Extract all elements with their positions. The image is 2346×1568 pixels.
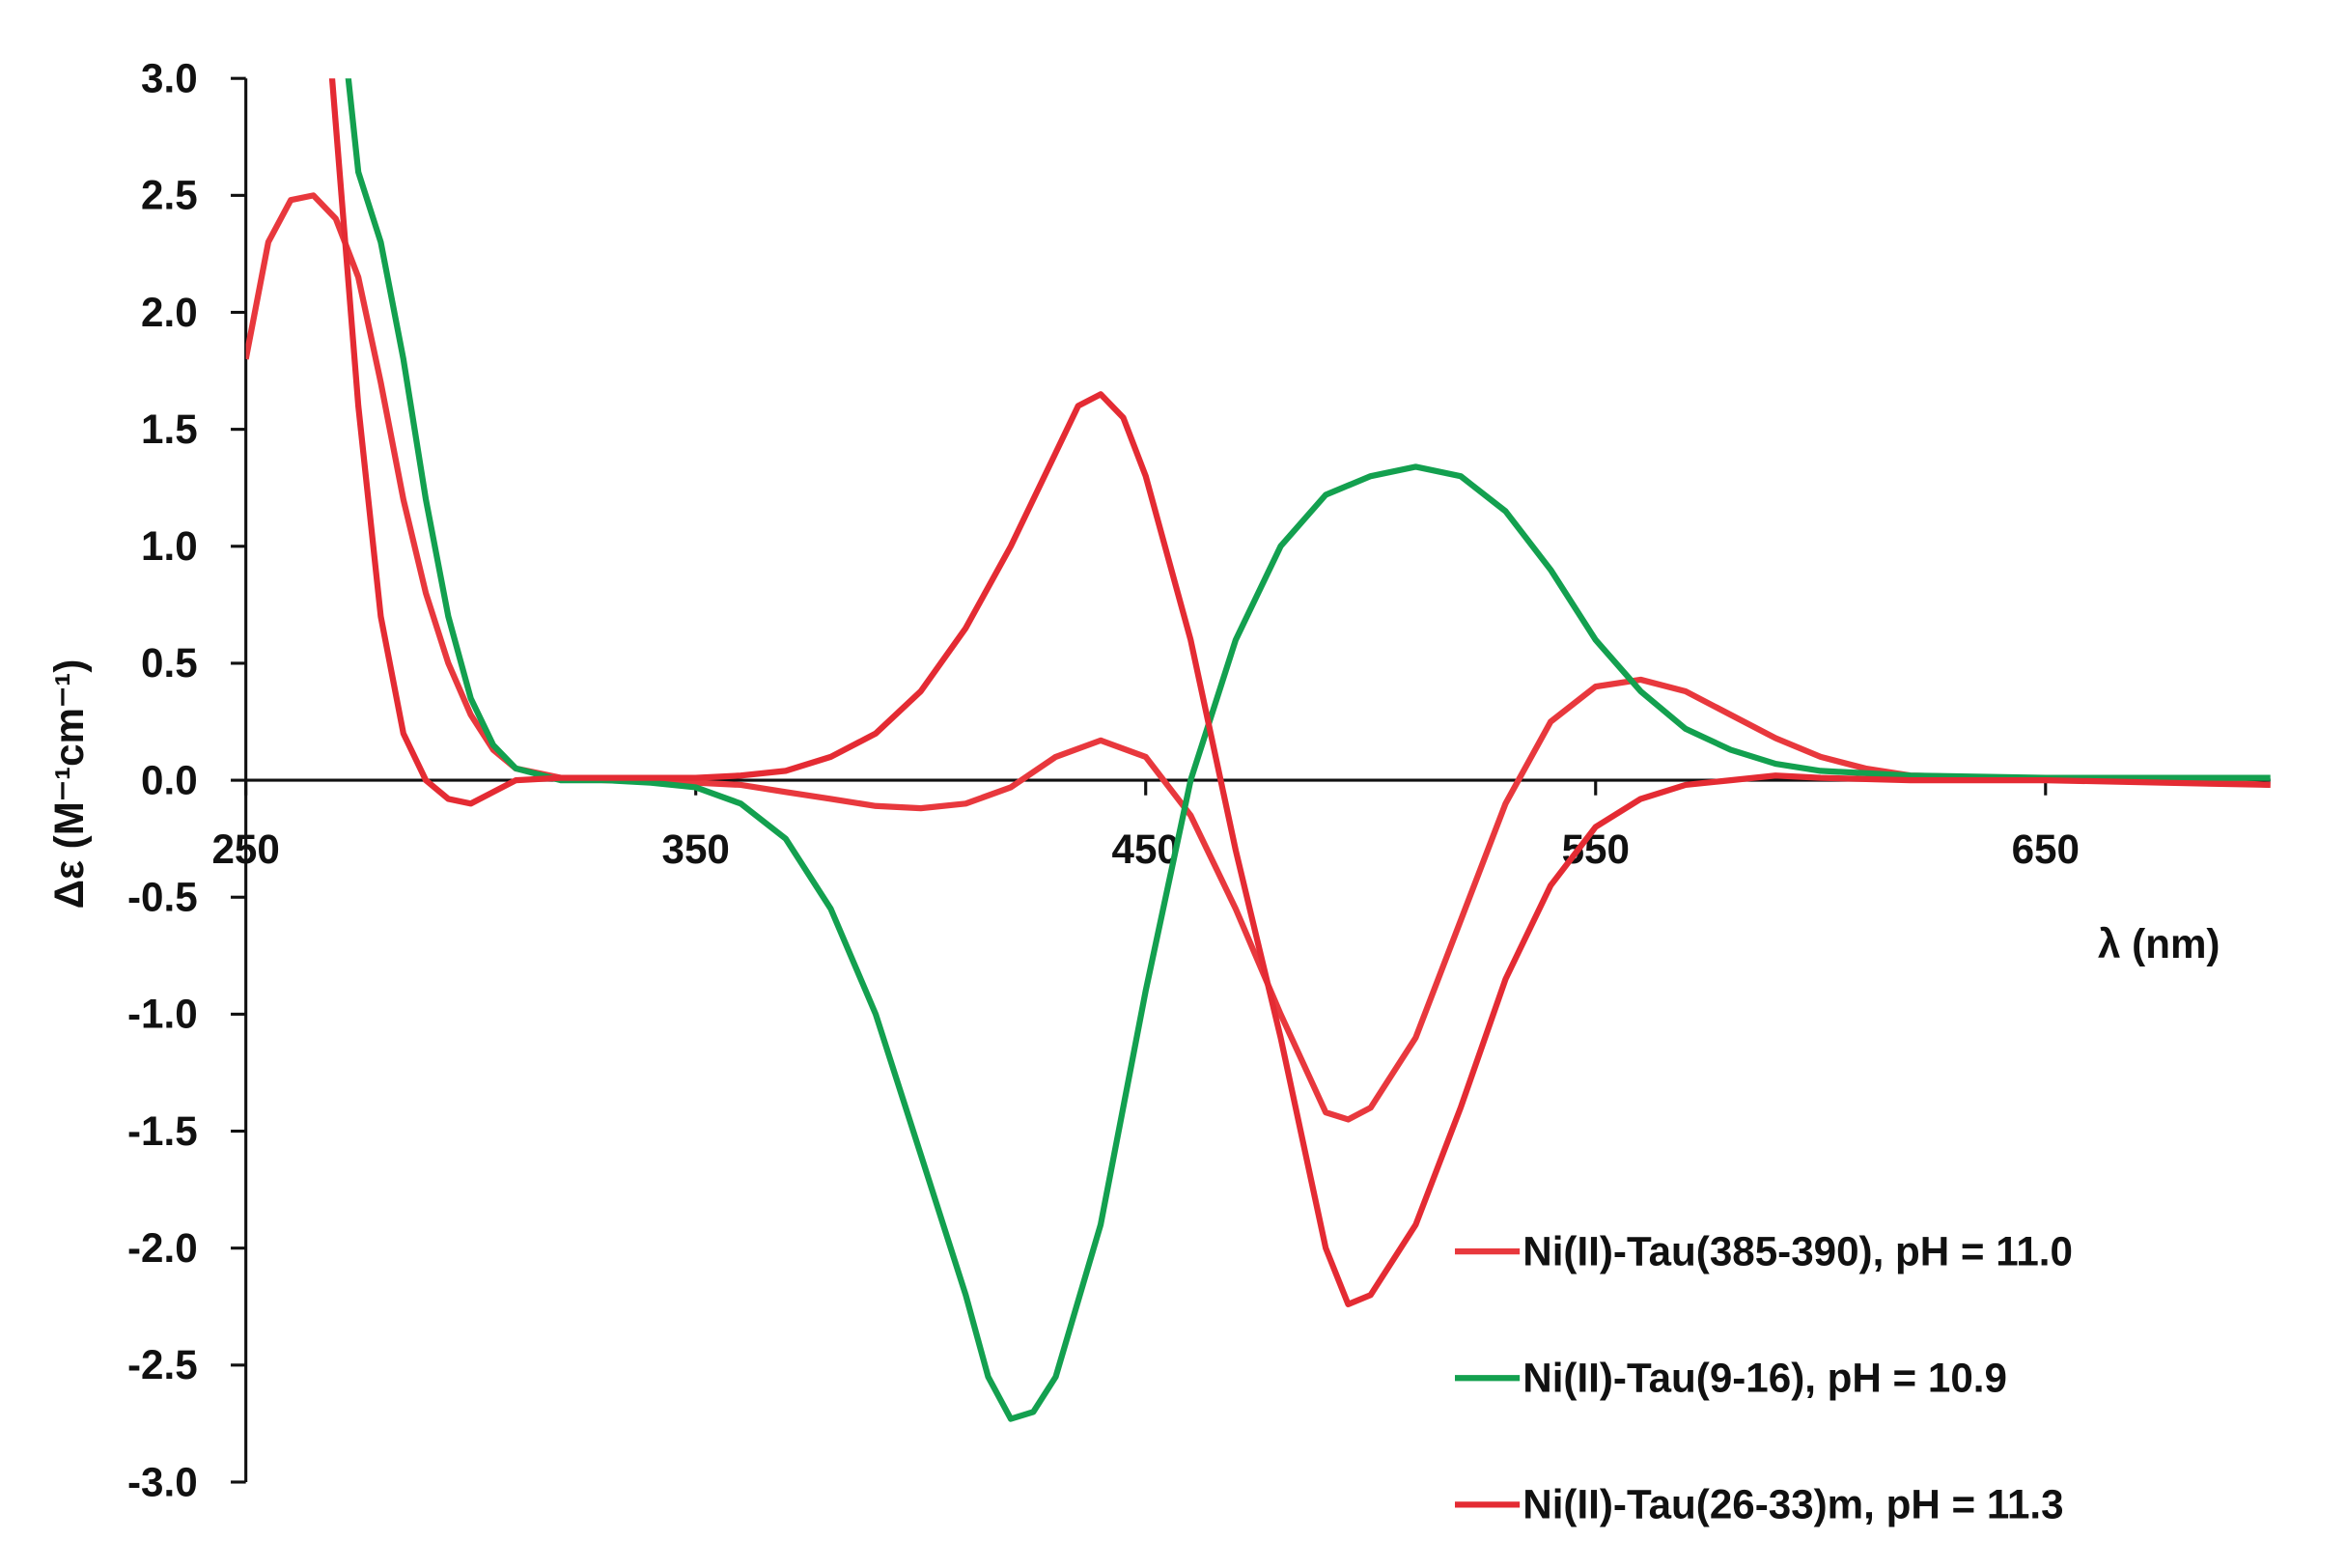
y-tick-label: -1.0 [127,992,198,1037]
y-tick-label: 2.0 [141,290,198,335]
y-tick-label: 1.0 [141,523,198,569]
y-tick-label: 0.5 [141,640,198,686]
y-tick-label: -0.5 [127,875,198,920]
x-tick-label: 450 [1112,826,1180,872]
x-tick-label: 550 [1562,826,1630,872]
data-line [245,192,2271,1123]
data-line [328,78,2271,1308]
y-tick-label: 0.0 [141,757,198,802]
plot-area [245,78,2271,1422]
y-tick-label: -3.0 [127,1459,198,1504]
x-axis-title: λ (nm) [2098,921,2220,966]
y-tick-label: 3.0 [141,55,198,100]
y-tick-label: -2.5 [127,1342,198,1387]
x-tick-label: 250 [211,826,279,872]
y-tick-label: -2.0 [127,1225,198,1271]
y-axis-title: Δε (M⁻¹cm⁻¹) [46,659,92,910]
legend-label: Ni(II)-Tau(9-16), pH = 10.9 [1522,1356,2007,1401]
data-line [345,78,2271,1422]
x-tick-label: 350 [662,826,730,872]
y-tick-label: 1.5 [141,406,198,452]
y-tick-label: 2.5 [141,173,198,218]
legend-label: Ni(II)-Tau(26-33)m, pH = 11.3 [1522,1482,2063,1527]
y-tick-label: -1.5 [127,1108,198,1154]
legend-label: Ni(II)-Tau(385-390), pH = 11.0 [1522,1228,2073,1274]
x-tick-label: 650 [2012,826,2080,872]
